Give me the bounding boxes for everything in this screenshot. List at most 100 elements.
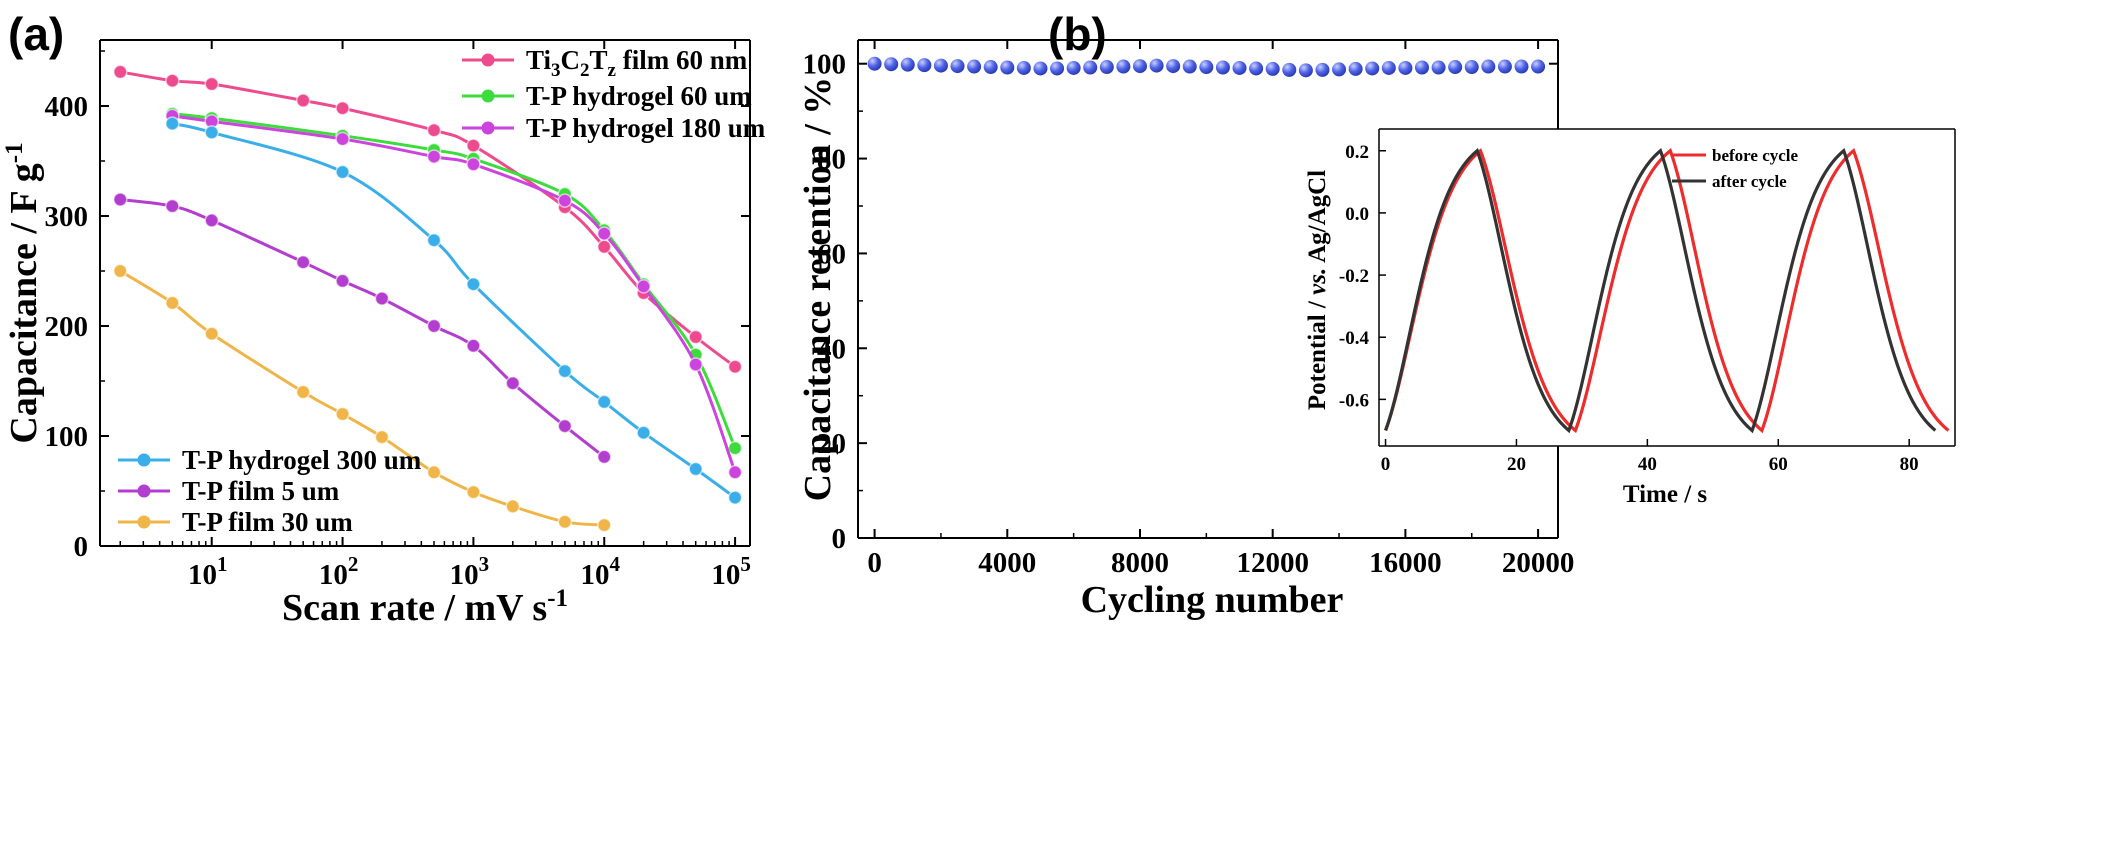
a-data-point — [204, 326, 219, 341]
inset-legend-label: after cycle — [1712, 172, 1787, 191]
a-data-point — [557, 363, 573, 379]
b-x-tick-label: 20000 — [1502, 547, 1575, 579]
b-x-tick-label: 16000 — [1369, 547, 1442, 579]
inset-series-line-1 — [1384, 148, 1937, 434]
a-y-tick-label: 300 — [45, 201, 89, 233]
panel-b-label: (b) — [1048, 8, 1107, 60]
a-data-point — [688, 461, 703, 477]
a-data-point — [596, 239, 612, 255]
inset-y-tick-label: -0.2 — [1339, 266, 1369, 287]
a-x-tick-label: 103 — [450, 552, 490, 591]
b-data-point — [1298, 63, 1313, 78]
a-data-point — [165, 116, 180, 131]
b-data-point — [1099, 60, 1114, 75]
b-data-point — [1016, 60, 1031, 75]
a-data-point — [374, 291, 390, 306]
a-data-point — [727, 440, 743, 456]
b-data-point — [1365, 61, 1380, 76]
b-y-tick-label: 40 — [817, 333, 846, 365]
b-data-point — [1033, 61, 1048, 76]
a-y-tick-label: 200 — [45, 311, 89, 343]
b-data-point — [1199, 60, 1214, 75]
inset-background — [1379, 129, 1955, 446]
a-data-point — [426, 149, 442, 164]
a-legend-marker — [481, 53, 495, 67]
b-data-point — [1332, 62, 1347, 77]
a-data-point — [295, 384, 311, 400]
b-data-point — [1348, 61, 1363, 76]
a-series-line-2 — [172, 114, 737, 473]
b-data-point — [1431, 60, 1446, 75]
a-data-point — [596, 449, 612, 465]
a-x-tick-label: 101 — [188, 552, 228, 591]
b-data-point — [1083, 60, 1098, 75]
b-data-point — [1282, 62, 1297, 77]
a-data-point — [505, 375, 521, 391]
a-data-point — [335, 273, 350, 289]
a-y-axis-title: Capacitance / F g-1 — [1, 142, 45, 443]
a-data-point — [204, 213, 219, 228]
a-x-tick-label: 105 — [711, 552, 751, 591]
a-data-point — [727, 465, 743, 480]
inset-x-axis-title: Time / s — [1623, 481, 1708, 508]
a-data-point — [557, 418, 573, 434]
a-series-line-4 — [120, 198, 606, 459]
b-y-tick-label: 60 — [817, 238, 846, 270]
b-data-point — [1414, 60, 1429, 75]
b-x-axis-title: Cycling number — [1081, 579, 1344, 621]
a-legend-label: T-P hydrogel 300 um — [182, 445, 422, 475]
inset-x-tick-label: 0 — [1381, 454, 1391, 475]
b-data-point — [1448, 60, 1463, 75]
b-data-point — [917, 58, 932, 73]
b-data-point — [1215, 60, 1230, 75]
a-series-line-3 — [172, 122, 736, 499]
inset-y-tick-label: 0.0 — [1345, 204, 1369, 225]
b-y-tick-label: 20 — [817, 428, 846, 460]
a-data-point — [596, 517, 612, 533]
inset-legend-label: before cycle — [1712, 146, 1799, 165]
a-y-tick-label: 100 — [45, 421, 89, 453]
b-data-point — [1531, 59, 1546, 74]
b-data-point — [1166, 59, 1181, 74]
a-data-point — [335, 100, 350, 116]
a-x-tick-label: 104 — [580, 552, 620, 591]
a-data-point — [596, 394, 612, 410]
a-series-line-1 — [172, 112, 737, 449]
a-data-point — [113, 192, 128, 207]
a-legend-label: T-P film 30 um — [182, 507, 353, 537]
a-data-point — [204, 76, 219, 92]
b-data-point — [1116, 59, 1131, 74]
b-x-tick-label: 0 — [867, 547, 882, 579]
b-data-point — [884, 57, 899, 72]
b-x-tick-label: 4000 — [978, 547, 1036, 579]
a-data-point — [636, 279, 651, 294]
b-data-point — [967, 59, 982, 74]
inset-y-tick-label: 0.2 — [1345, 142, 1369, 163]
inset-x-tick-label: 80 — [1900, 454, 1919, 475]
a-data-point — [688, 329, 703, 345]
a-data-point — [113, 263, 128, 279]
b-data-point — [1149, 58, 1164, 73]
b-data-point — [1066, 60, 1081, 75]
b-data-point — [933, 58, 948, 73]
a-data-point — [596, 226, 612, 241]
a-data-point — [727, 359, 743, 374]
a-data-point — [295, 93, 311, 108]
a-data-point — [688, 357, 703, 372]
a-data-point — [426, 232, 442, 248]
a-data-point — [113, 64, 128, 80]
panel-a-label: (a) — [8, 8, 64, 60]
b-data-point — [1464, 60, 1479, 75]
a-legend-marker — [481, 89, 495, 103]
a-legend-marker — [137, 515, 151, 529]
b-y-axis-title: Capacitance retention / % — [797, 77, 839, 502]
a-data-point — [466, 157, 481, 172]
a-data-point — [165, 295, 180, 311]
b-data-point — [1381, 60, 1396, 75]
a-data-point — [335, 406, 350, 422]
b-data-point — [1182, 59, 1197, 74]
a-data-point — [466, 138, 481, 153]
a-data-point — [295, 254, 311, 270]
a-data-point — [335, 131, 350, 147]
